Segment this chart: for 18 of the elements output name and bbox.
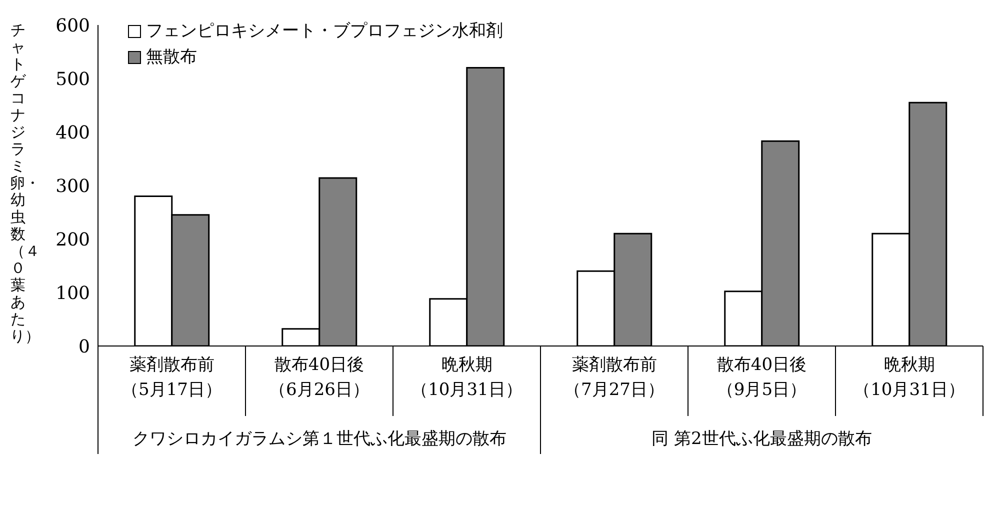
text: 同 第2世代ふ化最盛期の散布 bbox=[652, 429, 872, 449]
y-tick-label: 600 bbox=[56, 15, 90, 36]
text: チャトゲコナジラミ卵・幼虫数（４０葉あたり） bbox=[10, 21, 40, 345]
x-tick-label: 晩秋期（10月31日） bbox=[854, 355, 965, 400]
y-tick-label: 200 bbox=[56, 229, 90, 250]
y-tick-label: 400 bbox=[56, 122, 90, 144]
legend-label: 無散布 bbox=[146, 46, 197, 69]
x-tick-label: 晩秋期（10月31日） bbox=[411, 355, 522, 400]
x-tick-label: 薬剤散布前（5月17日） bbox=[122, 355, 222, 400]
text: クワシロカイガラムシ第１世代ふ化最盛期の散布 bbox=[132, 429, 506, 449]
y-tick-label: 300 bbox=[56, 176, 90, 197]
x-tick-label: 薬剤散布前（7月27日） bbox=[564, 355, 664, 400]
y-tick-label: 500 bbox=[56, 68, 90, 90]
x-tick-label: 散布40日後（9月5日） bbox=[716, 355, 807, 400]
y-tick-label: 100 bbox=[56, 282, 90, 304]
x-tick-label: 散布40日後（6月26日） bbox=[269, 355, 370, 400]
legend-label: フェンピロキシメート・ブプロフェジン水和剤 bbox=[146, 20, 503, 43]
y-tick-label: 0 bbox=[78, 336, 90, 358]
